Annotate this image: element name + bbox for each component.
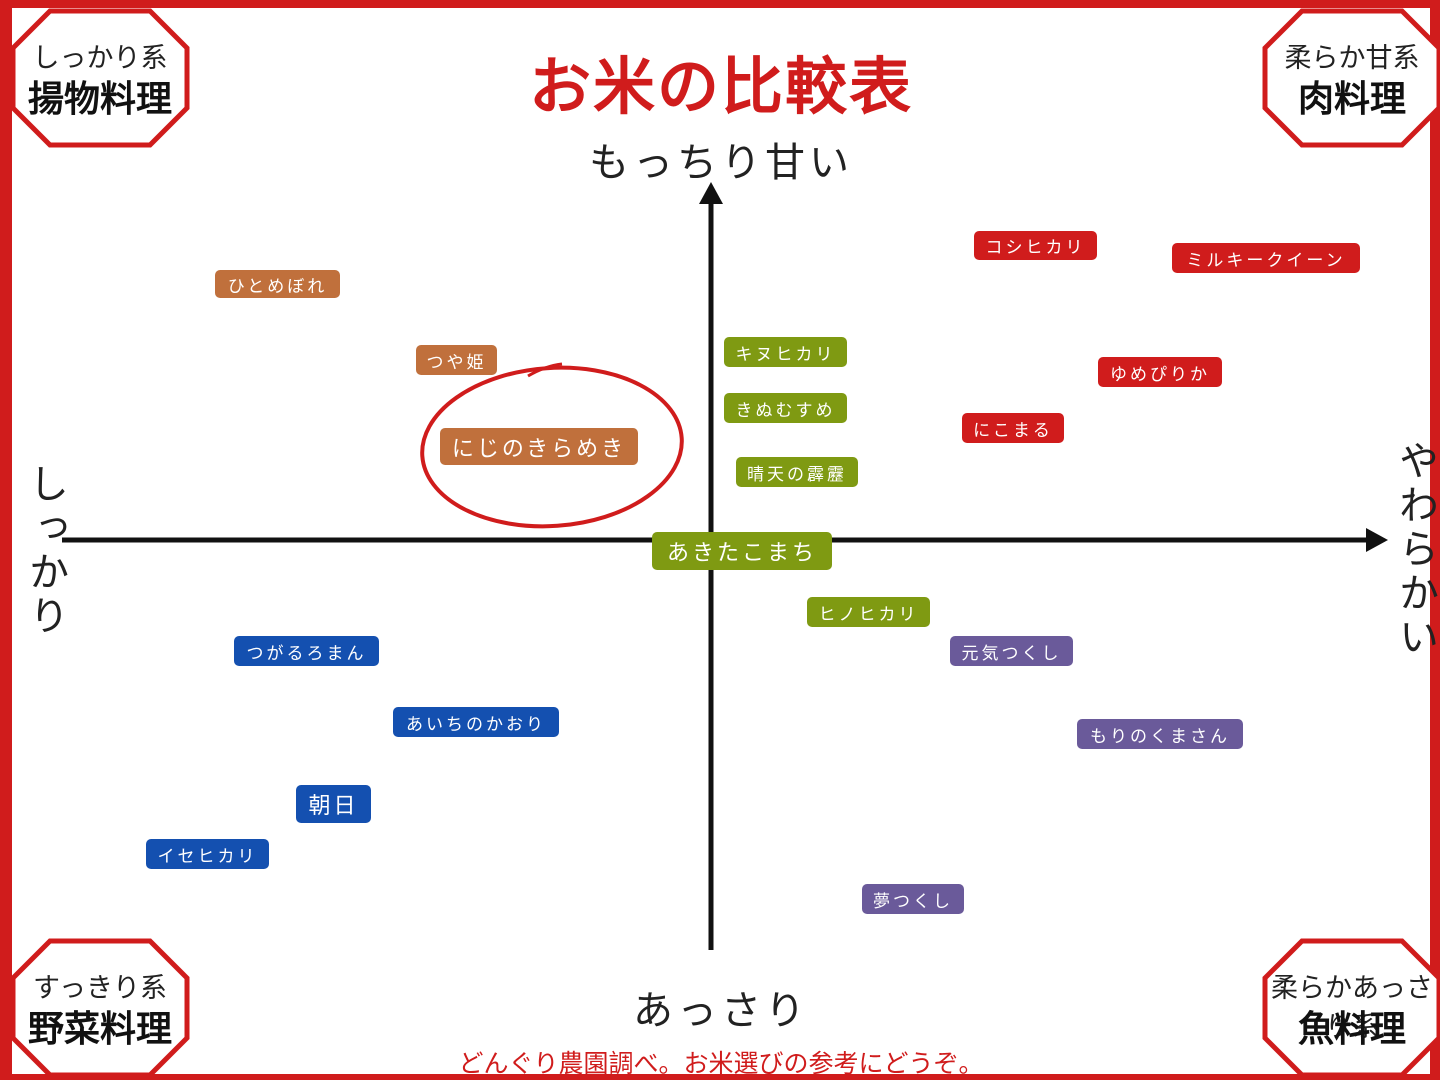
axis-bottom: あっさり [633, 988, 809, 1034]
rice-tag: キヌヒカリ [724, 337, 847, 367]
axis-left: しっかり [22, 463, 68, 639]
corner-badge: しっかり系 揚物料理 [10, 8, 190, 148]
rice-tag: 夢つくし [862, 884, 964, 914]
rice-tag: コシヒカリ [974, 231, 1097, 260]
highlight-stroke [527, 362, 563, 378]
arrow [699, 182, 723, 204]
rice-tag: にこまる [962, 413, 1064, 443]
corner-title: 野菜料理 [27, 1009, 172, 1050]
octagon [1262, 938, 1440, 1078]
rice-tag: 元気つくし [950, 636, 1073, 666]
corner-title: 肉料理 [1297, 79, 1406, 120]
rice-tag: イセヒカリ [146, 839, 269, 869]
rice-tag: ミルキークイーン [1172, 243, 1360, 273]
octagon [1262, 8, 1440, 148]
corner-title: 魚料理 [1297, 1009, 1406, 1050]
axis-top: もっちり甘い [589, 140, 853, 186]
rice-tag: つや姫 [416, 345, 497, 375]
rice-tag: 朝日 [296, 785, 371, 823]
rice-tag: ゆめぴりか [1098, 357, 1222, 387]
rice-tag: あきたこまち [652, 532, 832, 570]
rice-tag: つがるろまん [234, 636, 379, 666]
octagon [10, 938, 190, 1078]
corner-badge: 柔らか甘系 肉料理 [1262, 8, 1440, 148]
corner-title: 揚物料理 [27, 79, 172, 120]
rice-tag: にじのきらめき [440, 428, 638, 465]
rice-tag: きぬむすめ [724, 393, 847, 423]
title: お米の比較表 [528, 50, 913, 123]
arrow [1366, 528, 1388, 552]
corner-subtitle: 柔らか甘系 [1284, 43, 1420, 74]
rice-tag: ひとめぼれ [215, 270, 340, 298]
footer: どんぐり農園調べ。お米選びの参考にどうぞ。 [458, 1049, 984, 1078]
rice-tag: ヒノヒカリ [807, 597, 930, 627]
corner-badge: 柔らかあっさり系 魚料理 [1262, 938, 1440, 1078]
corner-subtitle: すっきり系 [33, 973, 167, 1004]
corner-subtitle: しっかり系 [32, 43, 168, 74]
rice-tag: あいちのかおり [393, 707, 559, 737]
rice-tag: 晴天の霹靂 [736, 457, 858, 487]
octagon [10, 8, 190, 148]
corner-subtitle: 柔らかあっさり系 [1271, 973, 1433, 1043]
rice-tag: もりのくまさん [1077, 719, 1243, 749]
corner-badge: すっきり系 野菜料理 [10, 938, 190, 1078]
axis-right: やわらかい [1392, 440, 1438, 660]
